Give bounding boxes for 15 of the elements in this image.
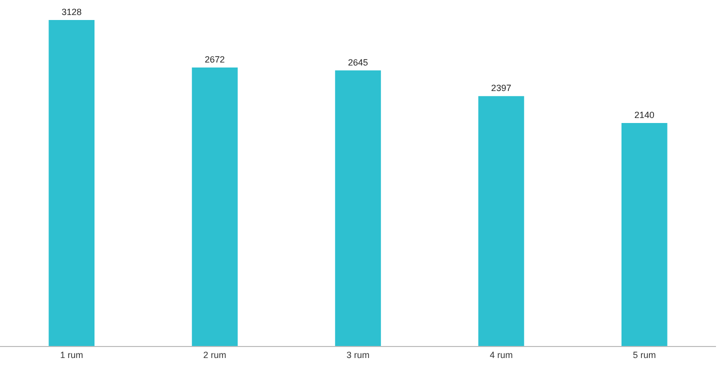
- bar: [192, 68, 238, 346]
- bar: [478, 96, 524, 346]
- bar: [621, 122, 668, 346]
- data-label: 2672: [204, 54, 225, 65]
- data-label: 2140: [634, 110, 654, 120]
- data-label: 3128: [62, 7, 82, 17]
- x-tick-label: 1 rum: [60, 350, 84, 360]
- bar: [335, 70, 381, 346]
- data-label: 2397: [491, 83, 512, 94]
- x-tick-label: 3 rum: [346, 350, 370, 360]
- x-tick-label: 4 rum: [490, 350, 513, 360]
- data-label: 2645: [348, 57, 368, 68]
- bar: [48, 20, 95, 346]
- x-tick-label: 2 rum: [203, 350, 226, 360]
- x-tick-label: 5 rum: [632, 350, 656, 360]
